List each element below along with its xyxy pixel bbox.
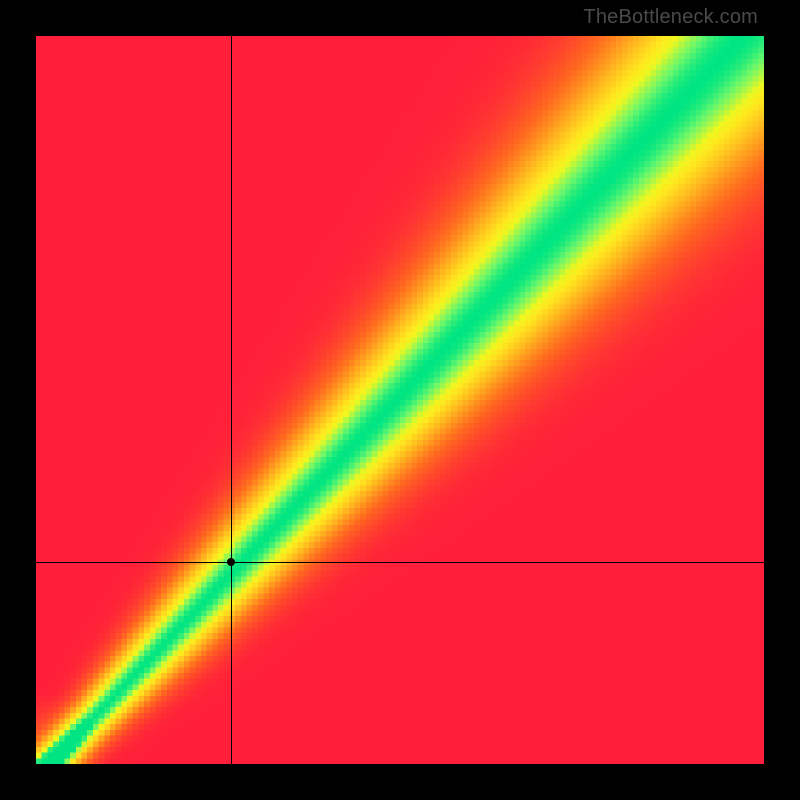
heatmap-canvas <box>36 36 764 764</box>
heatmap-plot-area <box>36 36 764 764</box>
watermark-text: TheBottleneck.com <box>583 6 758 29</box>
crosshair-marker-dot <box>227 558 235 566</box>
crosshair-horizontal <box>36 562 764 563</box>
crosshair-vertical <box>231 36 232 764</box>
